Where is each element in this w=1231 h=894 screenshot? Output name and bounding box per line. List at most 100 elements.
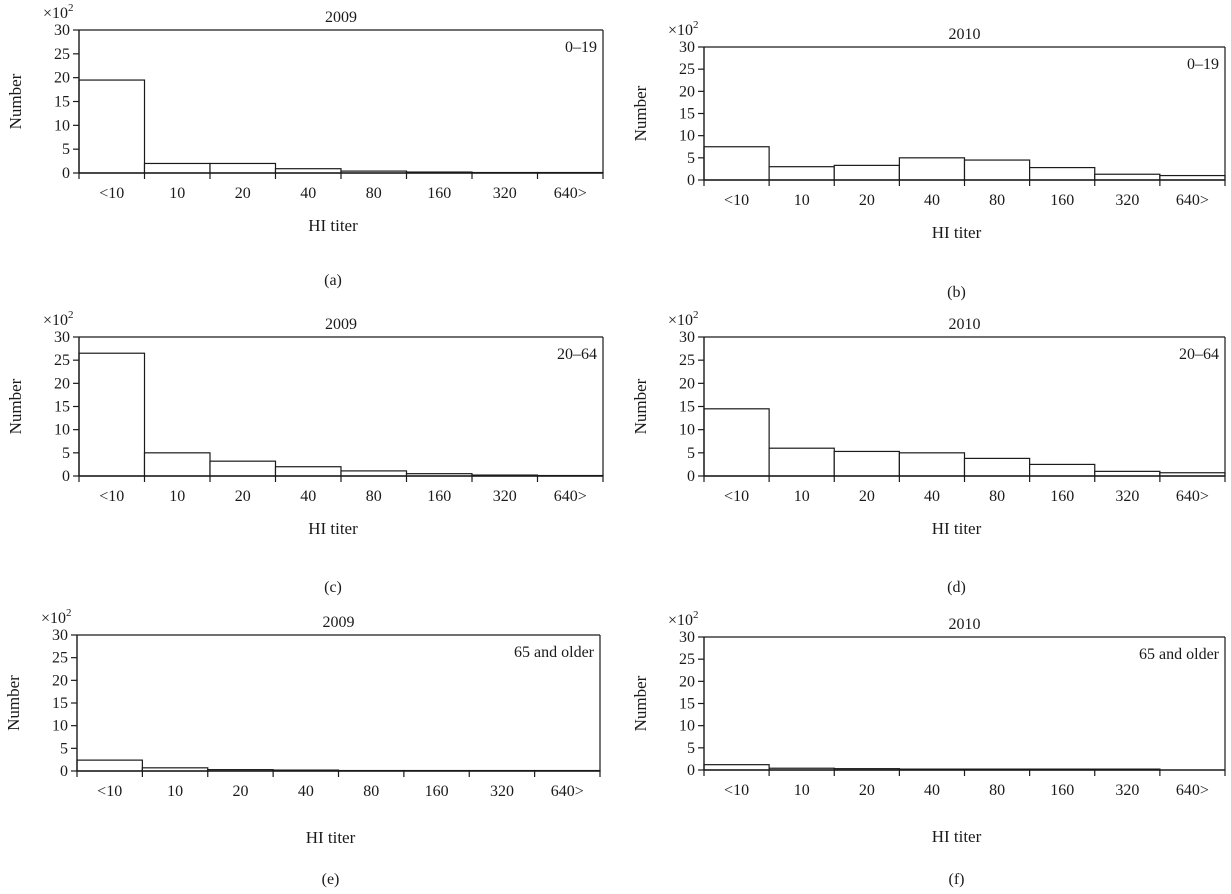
age-group-label: 0–19	[1187, 56, 1219, 73]
panel-caption: (d)	[947, 579, 966, 596]
age-group-label: 0–19	[565, 39, 597, 56]
x-tick-label: 320	[490, 783, 514, 800]
bar-1	[78, 79, 146, 174]
bar-4	[898, 452, 966, 477]
y-scale-multiplier: ×102	[41, 607, 72, 627]
x-tick-label: 160	[1050, 488, 1074, 505]
chart-title: 2009	[325, 9, 357, 26]
bar-7	[1094, 173, 1161, 181]
bar-2	[768, 447, 835, 477]
y-tick-label: 20	[679, 375, 695, 392]
y-tick-label: 20	[52, 672, 68, 689]
y-tick-label: 5	[687, 150, 695, 167]
bar-3	[833, 164, 900, 181]
x-tick-label: 160	[427, 185, 451, 202]
y-tick-label: 15	[54, 399, 70, 416]
x-tick-label: 10	[794, 488, 810, 505]
x-tick-label: 640>	[554, 488, 587, 505]
panel-caption: (f)	[949, 871, 965, 888]
y-tick-label: 10	[54, 117, 70, 134]
bar-1	[703, 408, 770, 477]
x-tick-label: <10	[724, 782, 749, 799]
x-tick-label: 80	[363, 783, 379, 800]
y-tick-label: 20	[54, 375, 70, 392]
bar-5	[963, 159, 1031, 181]
y-axis-label: Number	[631, 378, 650, 434]
x-tick-label: 160	[425, 783, 449, 800]
x-tick-label: 80	[366, 488, 382, 505]
y-tick-label: 20	[54, 70, 70, 87]
y-tick-label: 0	[687, 762, 695, 779]
y-tick-label: 5	[687, 740, 695, 757]
y-tick-label: 25	[52, 650, 68, 667]
x-tick-label: 160	[1050, 782, 1074, 799]
y-tick-label: 30	[54, 22, 70, 39]
y-axis-label: Number	[4, 675, 23, 731]
y-tick-label: 0	[60, 763, 68, 780]
y-tick-label: 5	[62, 445, 70, 462]
x-tick-label: 20	[859, 782, 875, 799]
panel-c: 0 5 10 15 20 25 30 <10 10 20 40 80 160 320 640> 2009 20–…	[6, 309, 604, 596]
y-tick-label: 15	[679, 696, 695, 713]
panel-a: 0 5 10 15 20 25 30 <10 10 20 40 80 160 320 640> 2009 0–1…	[6, 2, 604, 289]
y-tick-label: 25	[679, 651, 695, 668]
y-axis-label: Number	[6, 73, 25, 129]
chart-title: 2009	[325, 316, 357, 333]
panel-caption: (c)	[324, 579, 342, 596]
panel-e: 0 5 10 15 20 25 30 <10 10 20 40 80 160 320 640> 2009 65 …	[4, 607, 601, 888]
bar-2	[768, 166, 835, 181]
x-tick-label: 160	[1050, 192, 1074, 209]
bar-3	[209, 162, 277, 174]
y-scale-multiplier: ×102	[43, 309, 74, 329]
bar-1	[76, 759, 143, 772]
y-tick-label: 15	[679, 106, 695, 123]
y-tick-label: 15	[679, 399, 695, 416]
x-tick-label: 640>	[551, 783, 584, 800]
bar-2	[143, 452, 211, 477]
age-group-label: 65 and older	[1139, 646, 1220, 663]
bar-1	[78, 352, 146, 477]
bar-1	[703, 764, 770, 771]
x-tick-label: 40	[924, 782, 940, 799]
x-tick-label: 20	[232, 783, 248, 800]
x-tick-label: 40	[924, 488, 940, 505]
chart-title: 2010	[949, 26, 981, 43]
y-tick-label: 10	[679, 718, 695, 735]
y-tick-label: 30	[52, 627, 68, 644]
y-tick-label: 10	[54, 422, 70, 439]
panel-caption: (b)	[947, 284, 966, 301]
x-tick-label: <10	[99, 185, 124, 202]
x-axis-label: HI titer	[932, 519, 982, 538]
bar-2	[143, 162, 211, 174]
x-tick-label: 80	[989, 782, 1005, 799]
y-tick-label: 10	[52, 718, 68, 735]
x-tick-label: 640>	[1176, 488, 1209, 505]
y-tick-label: 0	[62, 165, 70, 182]
x-tick-label: <10	[724, 192, 749, 209]
chart-title: 2009	[323, 614, 355, 631]
y-tick-label: 30	[54, 329, 70, 346]
x-tick-label: 20	[235, 185, 251, 202]
y-tick-label: 25	[54, 352, 70, 369]
y-tick-label: 5	[60, 740, 68, 757]
y-tick-label: 10	[679, 422, 695, 439]
x-tick-label: 40	[298, 783, 314, 800]
panel-d: 0 5 10 15 20 25 30 <10 10 20 40 80 160 320 640> 2010 20–…	[631, 309, 1226, 596]
x-tick-label: 40	[300, 488, 316, 505]
y-tick-label: 25	[679, 61, 695, 78]
bar-4	[898, 157, 966, 181]
y-tick-label: 25	[54, 46, 70, 63]
panel-f: 0 5 10 15 20 25 30 <10 10 20 40 80 160 320 640> 2010 65 …	[631, 609, 1226, 888]
x-tick-label: 20	[235, 488, 251, 505]
bar-3	[833, 450, 900, 477]
x-tick-label: 640>	[1176, 192, 1209, 209]
x-tick-label: <10	[99, 488, 124, 505]
y-tick-label: 30	[679, 329, 695, 346]
x-tick-label: 320	[493, 185, 517, 202]
x-tick-label: 160	[427, 488, 451, 505]
bar-1	[703, 146, 770, 181]
y-tick-label: 5	[687, 445, 695, 462]
y-tick-label: 30	[679, 39, 695, 56]
y-tick-label: 5	[62, 141, 70, 158]
x-tick-label: 10	[169, 185, 185, 202]
